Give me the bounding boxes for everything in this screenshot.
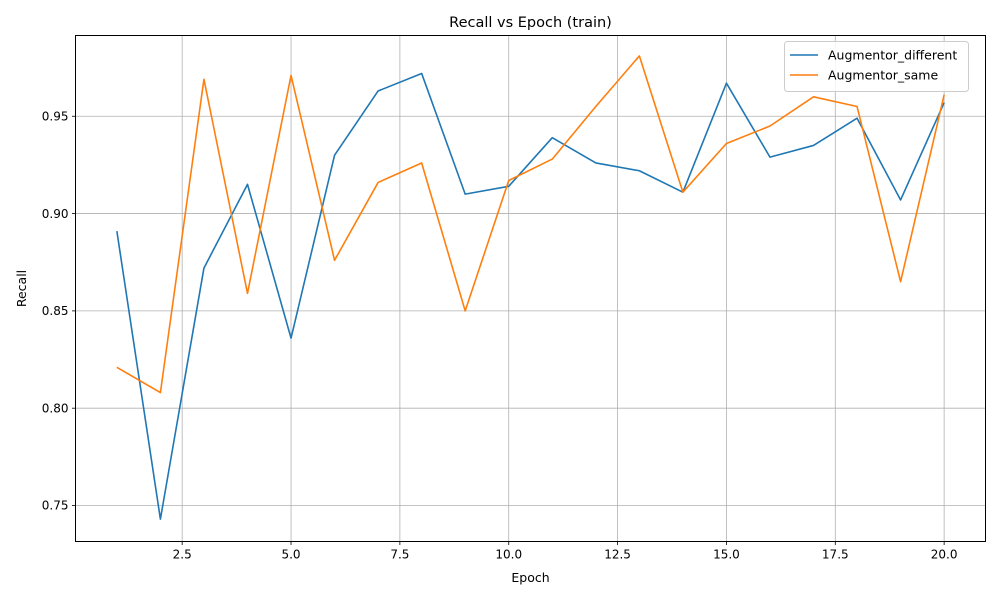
y-axis-label: Recall [14,270,29,307]
x-tick-label-20-0: 20.0 [931,548,958,562]
x-tick-label-15-0: 15.0 [713,548,740,562]
legend: Augmentor_different Augmentor_same [784,41,969,92]
y-tick-label-0-80: 0.80 [42,401,69,415]
y-tick-label-0-75: 0.75 [42,499,69,513]
x-tick-label-7-5: 7.5 [390,548,409,562]
y-tick-label-0-90: 0.90 [42,207,69,221]
y-tick-label-0-85: 0.85 [42,304,69,318]
x-tick-label-2-5: 2.5 [173,548,192,562]
x-tick-label-10-0: 10.0 [495,548,522,562]
x-tick-label-12-5: 12.5 [604,548,631,562]
legend-label-augmentor-same: Augmentor_same [828,68,938,83]
x-tick-label-5-0: 5.0 [281,548,300,562]
y-tick-label-0-95: 0.95 [42,109,69,123]
x-axis-label: Epoch [511,570,549,585]
legend-box [784,41,969,92]
grid [75,35,986,542]
axis-ticks: 2.5 5.0 7.5 10.0 12.5 15.0 17.5 20.0 0.75 0.80 0.8… [42,109,958,561]
plot-frame [75,35,986,542]
chart-title: Recall vs Epoch (train) [449,15,612,31]
x-tick-label-17-5: 17.5 [822,548,849,562]
legend-label-augmentor-different: Augmentor_different [828,48,957,63]
series-lines [116,55,945,520]
series-line-augmentor-same [116,55,945,394]
series-line-augmentor-different [116,72,945,520]
